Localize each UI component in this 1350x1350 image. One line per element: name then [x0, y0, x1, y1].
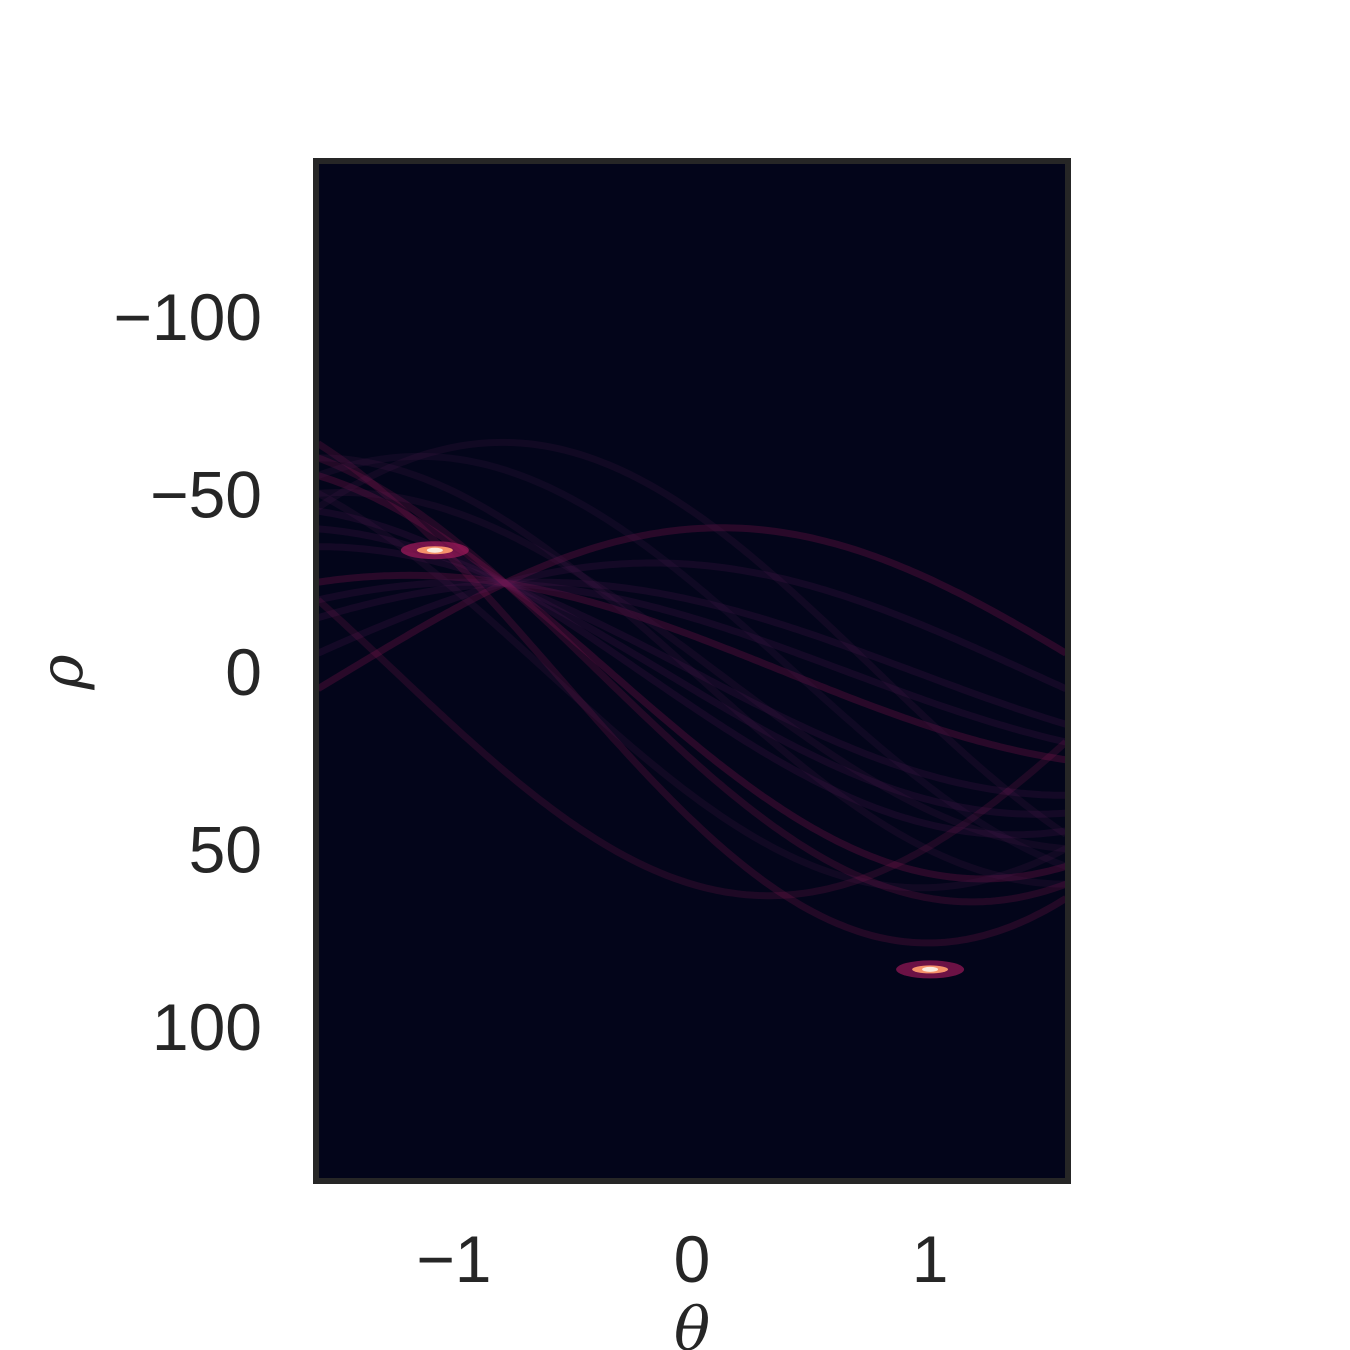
y-tick-label: −100 [113, 280, 262, 354]
y-tick-label: −50 [150, 457, 262, 531]
hough-curve [318, 578, 1066, 728]
accumulator-peak [400, 541, 469, 560]
hough-curve [318, 571, 1066, 764]
hough-curve [318, 452, 1066, 870]
plot-frame [313, 158, 1071, 1184]
x-tick-label: 1 [912, 1222, 949, 1296]
plot-area [318, 438, 1066, 979]
hough-curve [318, 597, 1066, 900]
y-axis-ticks: −100 −50 0 50 100 [113, 280, 262, 1064]
hough-curve [318, 454, 1066, 888]
x-axis-ticks: −1 0 1 [416, 1222, 948, 1296]
y-tick-label: 100 [152, 990, 262, 1064]
hough-curve [318, 489, 1066, 853]
hough-curve [318, 543, 1066, 799]
hough-curve [318, 559, 1066, 692]
y-tick-label: 50 [189, 813, 262, 887]
hough-curve [318, 438, 1066, 838]
hough-curve [318, 454, 1066, 906]
y-tick-label: 0 [225, 635, 262, 709]
hough-curve [318, 578, 1066, 746]
x-tick-label: 0 [674, 1222, 711, 1296]
hough-curve [318, 472, 1066, 883]
x-axis-label: θ [674, 1295, 710, 1350]
y-axis-label: ρ [27, 654, 97, 690]
hough-curve [318, 524, 1066, 692]
accumulator-peak [896, 960, 965, 979]
x-tick-label: −1 [416, 1222, 491, 1296]
hough-curve [318, 490, 1066, 892]
plot-background [318, 163, 1066, 1179]
